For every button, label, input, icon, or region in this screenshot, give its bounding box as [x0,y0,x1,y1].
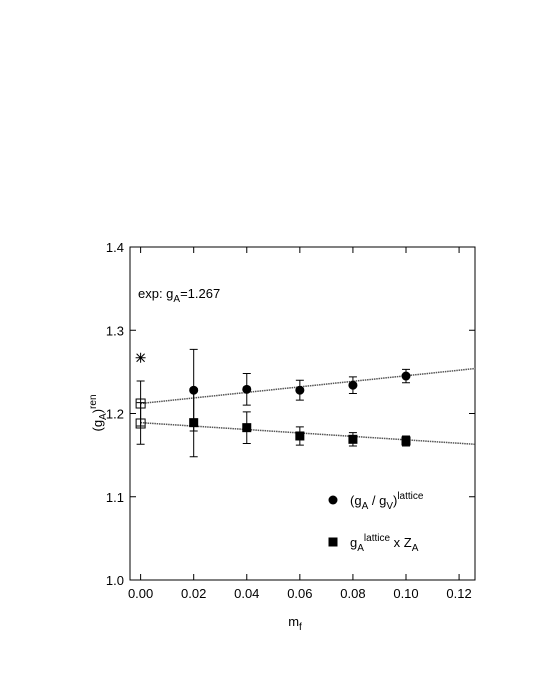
annotation: exp: gA=1.267 [138,286,220,305]
x-tick-label: 0.02 [181,586,206,601]
y-axis-label-part: ren [88,394,99,408]
point [135,352,146,363]
annotation-part: =1.267 [180,286,220,301]
legend-label-part: ) [393,493,397,508]
legend-label-part: lattice [397,491,424,502]
legend-label-part: A [412,543,419,554]
legend-label-part: x Z [390,535,412,550]
legend-label-part: lattice [364,533,391,544]
point [242,384,252,394]
legend-label: gAlattice x ZA [350,533,419,554]
y-axis-label: (gA)ren [88,394,109,431]
point [401,436,411,446]
point [189,418,199,428]
y-tick-label: 1.2 [106,407,124,422]
point [295,431,305,441]
legend-label-part: g [350,535,357,550]
y-axis-label-part: (g [90,420,105,432]
x-axis-label-part: m [288,614,299,629]
x-tick-label: 0.08 [340,586,365,601]
y-tick-label: 1.0 [106,573,124,588]
point [348,380,358,390]
point [135,418,146,429]
legend-label-part: / g [368,493,386,508]
y-axis-label-part: A [98,413,109,420]
x-axis-label: mf [288,614,302,633]
x-tick-label: 0.00 [128,586,153,601]
point [348,434,358,444]
fit-line [140,367,476,405]
x-tick-label: 0.04 [234,586,259,601]
annotation-part: exp: g [138,286,173,301]
y-tick-label: 1.1 [106,490,124,505]
legend-marker [328,495,338,505]
legend-label-part: V [386,501,393,512]
x-axis-label-part: f [299,622,302,633]
x-tick-label: 0.06 [287,586,312,601]
x-tick-label: 0.12 [446,586,471,601]
legend-label-part: (g [350,493,362,508]
annotation-part: A [173,294,180,305]
x-tick-label: 0.10 [393,586,418,601]
error-bar [136,402,145,445]
y-tick-label: 1.3 [106,323,124,338]
legend-label-part: A [357,543,364,554]
point [242,423,252,433]
legend-label-part: A [362,501,369,512]
legend-marker [328,537,338,547]
legend-label: (gA / gV)lattice [350,491,424,512]
y-tick-label: 1.4 [106,240,124,255]
point [295,385,305,395]
y-axis-label-part: ) [90,409,105,413]
point [401,371,411,381]
